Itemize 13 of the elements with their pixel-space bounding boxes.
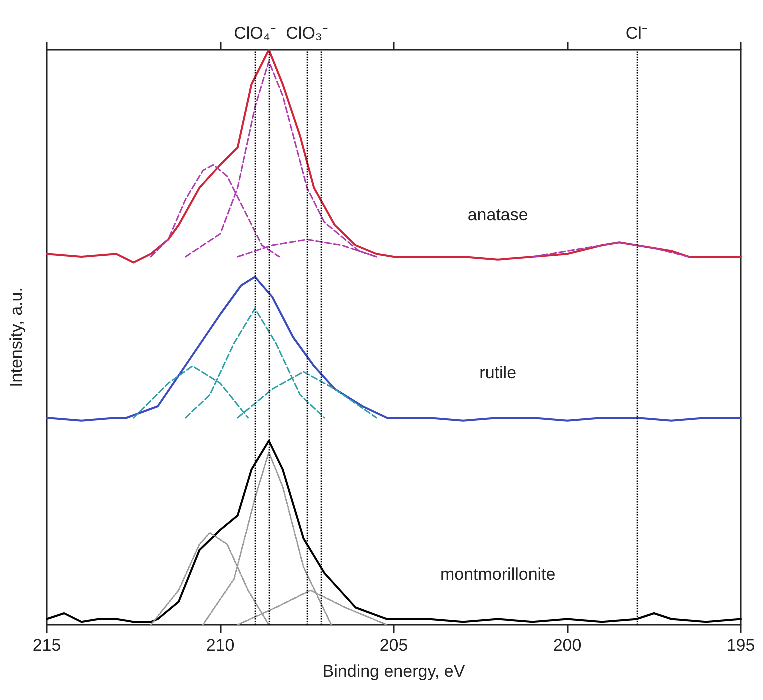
text: montmorillonite xyxy=(440,564,556,584)
x-tick-label: 215 xyxy=(32,636,62,655)
text: rutile xyxy=(480,364,517,382)
x-tick-label: 205 xyxy=(380,636,408,655)
ref-line-label: Cl⁻ xyxy=(626,24,648,43)
ref-line-label: ClO₃⁻ xyxy=(286,24,328,43)
x-tick-label: 200 xyxy=(553,636,582,655)
y-axis-title: Intensity, a.u. xyxy=(7,288,26,388)
x-tick-label: 210 xyxy=(206,636,235,655)
series-label: anatase xyxy=(468,205,528,224)
x-tick-label: 195 xyxy=(726,636,756,655)
ref-line-label: ClO₄⁻ xyxy=(234,24,276,43)
x-axis-title: Binding energy, eV xyxy=(322,662,466,681)
